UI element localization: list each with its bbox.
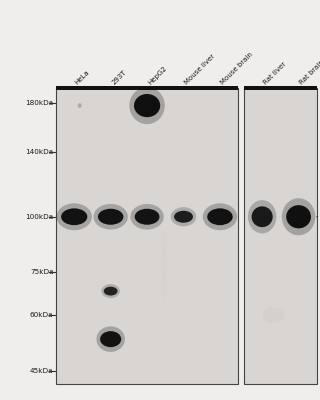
Bar <box>244 86 317 90</box>
Ellipse shape <box>57 203 92 230</box>
Text: Mouse brain: Mouse brain <box>220 52 254 86</box>
Text: 293T: 293T <box>111 69 127 86</box>
Ellipse shape <box>282 198 315 235</box>
Text: HepG2: HepG2 <box>147 65 168 86</box>
Ellipse shape <box>96 326 125 352</box>
Ellipse shape <box>203 203 237 230</box>
Ellipse shape <box>162 275 165 282</box>
Ellipse shape <box>134 94 160 117</box>
Ellipse shape <box>162 254 165 261</box>
Ellipse shape <box>174 211 193 223</box>
Text: Rat brain: Rat brain <box>299 59 320 86</box>
Ellipse shape <box>98 209 124 225</box>
Text: HeLa: HeLa <box>74 69 91 86</box>
Ellipse shape <box>162 289 165 296</box>
Ellipse shape <box>162 239 165 246</box>
Ellipse shape <box>93 204 128 230</box>
Ellipse shape <box>248 200 276 233</box>
Text: 75kDa: 75kDa <box>30 269 53 275</box>
Ellipse shape <box>162 232 165 239</box>
Ellipse shape <box>130 204 164 230</box>
Ellipse shape <box>162 261 165 268</box>
Ellipse shape <box>262 307 284 323</box>
FancyBboxPatch shape <box>56 88 238 384</box>
Ellipse shape <box>104 287 117 296</box>
Bar <box>56 86 238 90</box>
Ellipse shape <box>162 282 165 289</box>
Circle shape <box>78 103 82 108</box>
Text: 100kDa: 100kDa <box>25 214 53 220</box>
Ellipse shape <box>171 207 196 226</box>
Text: 45kDa: 45kDa <box>30 368 53 374</box>
Ellipse shape <box>286 205 311 228</box>
Ellipse shape <box>207 208 233 225</box>
Ellipse shape <box>101 284 120 298</box>
Ellipse shape <box>135 209 159 225</box>
Text: 60kDa: 60kDa <box>30 312 53 318</box>
FancyBboxPatch shape <box>244 88 317 384</box>
Text: 180kDa: 180kDa <box>25 100 53 106</box>
Text: AP1G1: AP1G1 <box>317 212 320 221</box>
Ellipse shape <box>252 206 273 227</box>
Ellipse shape <box>100 331 121 347</box>
Ellipse shape <box>61 208 87 225</box>
Text: Mouse liver: Mouse liver <box>184 53 216 86</box>
Text: Rat liver: Rat liver <box>262 61 287 86</box>
Ellipse shape <box>129 87 165 124</box>
Ellipse shape <box>162 268 165 275</box>
Ellipse shape <box>162 296 165 303</box>
Text: 140kDa: 140kDa <box>25 149 53 155</box>
Ellipse shape <box>162 246 165 254</box>
